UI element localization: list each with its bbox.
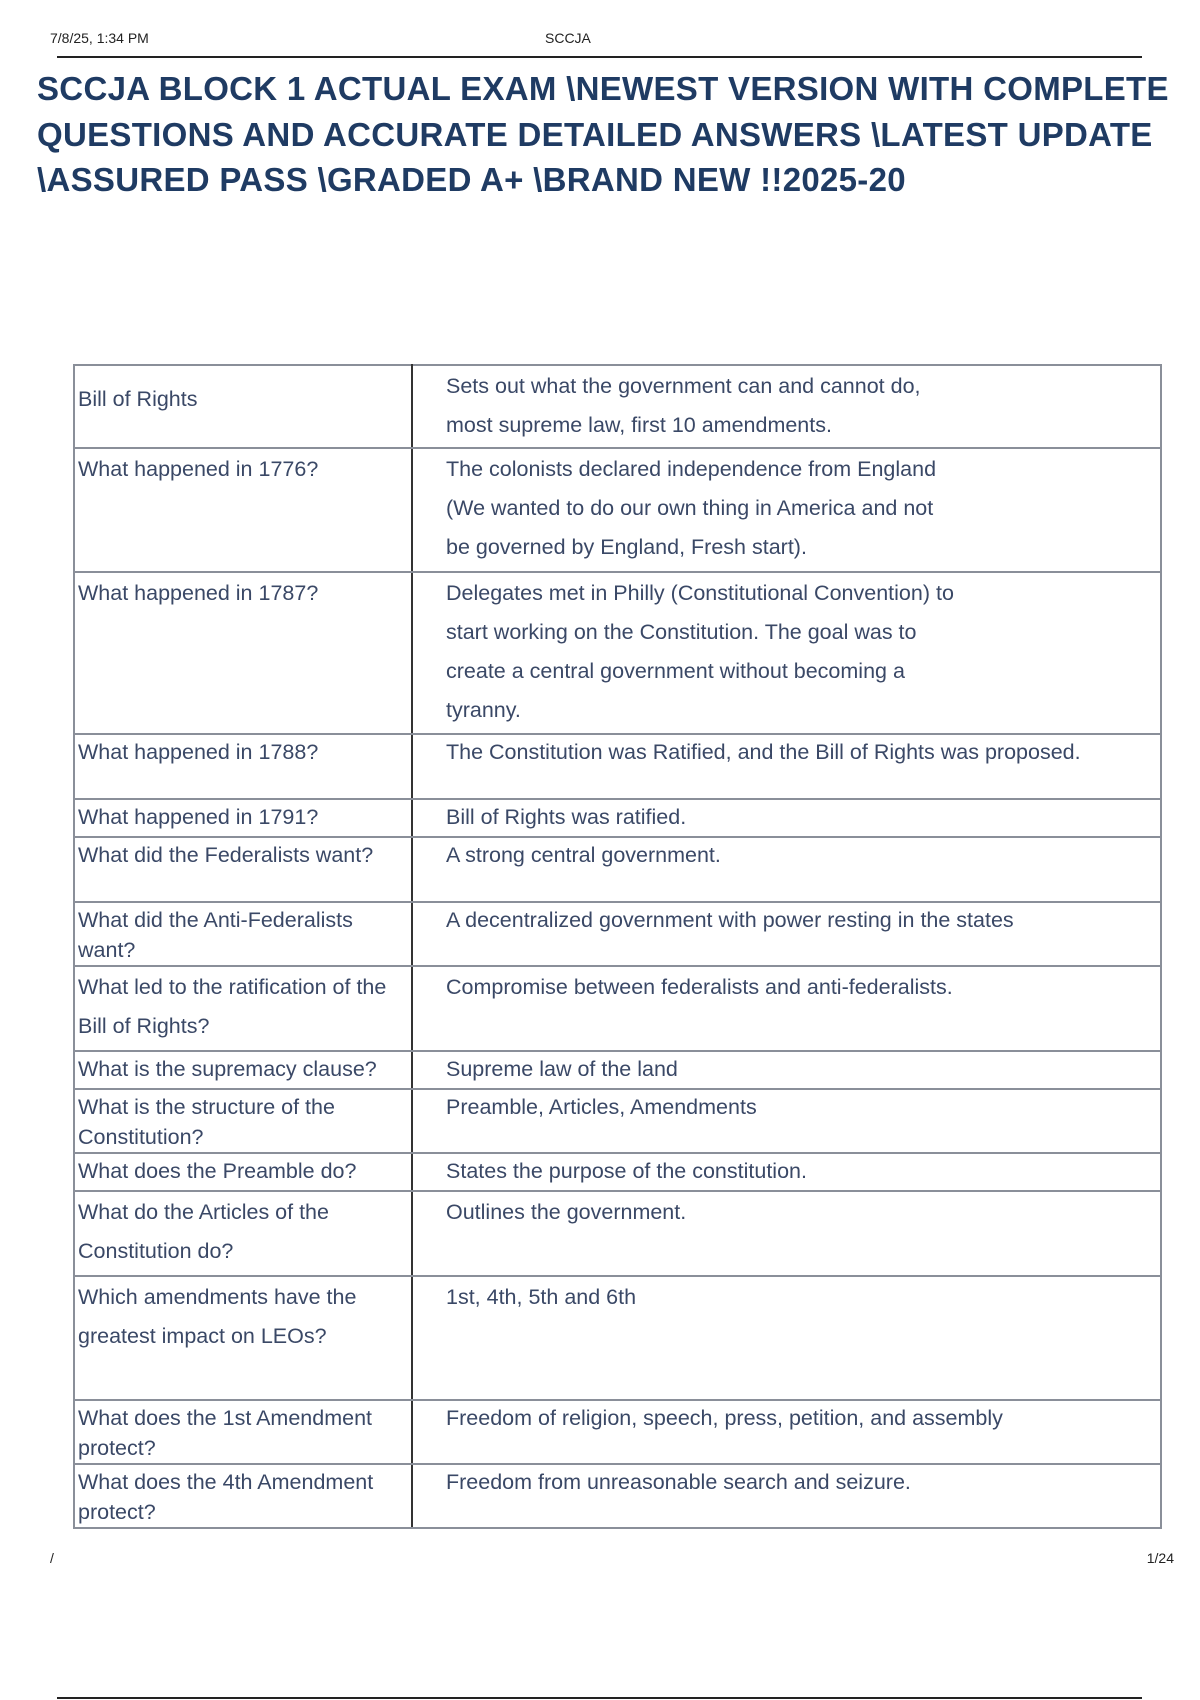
answer-cell: Supreme law of the land (412, 1050, 1161, 1090)
answer-cell: Freedom of religion, speech, press, peti… (412, 1399, 1161, 1465)
answer-cell: Outlines the government. (412, 1190, 1161, 1277)
question-cell: What happened in 1788? (74, 733, 413, 800)
question-cell: What is the structure of the Constitutio… (74, 1088, 413, 1154)
table-row: What does the 4th Amendment protect? Free… (74, 1463, 1161, 1529)
question-cell: What did the Federalists want? (74, 836, 413, 903)
question-cell: What did the Anti-Federalists want? (74, 901, 413, 967)
answer-cell: States the purpose of the constitution. (412, 1152, 1161, 1192)
table-row: What happened in 1776? The colonists decl… (74, 447, 1161, 573)
question-cell: Bill of Rights (74, 364, 413, 449)
answer-cell: Bill of Rights was ratified. (412, 798, 1161, 838)
print-datetime: 7/8/25, 1:34 PM (50, 30, 149, 46)
header-divider (57, 56, 1142, 58)
table-row: What happened in 1788? The Constitution w… (74, 733, 1161, 800)
table-row: What happened in 1787? Delegates met in P… (74, 571, 1161, 735)
footer-url: / (50, 1550, 54, 1566)
qa-table: Bill of Rights Sets out what the governme… (73, 364, 1162, 1529)
table-row: What did the Federalists want? A strong c… (74, 836, 1161, 903)
answer-cell: 1st, 4th, 5th and 6th (412, 1275, 1161, 1401)
question-cell: What does the 1st Amendment protect? (74, 1399, 413, 1465)
question-cell: What happened in 1776? (74, 447, 413, 573)
question-cell: Which amendments have the greatest impac… (74, 1275, 413, 1401)
table-row: What does the 1st Amendment protect? Free… (74, 1399, 1161, 1465)
question-cell: What happened in 1787? (74, 571, 413, 735)
table-row: What do the Articles of the Constitution… (74, 1190, 1161, 1277)
answer-cell: Delegates met in Philly (Constitutional … (412, 571, 1161, 735)
table-row: What led to the ratification of the Bill… (74, 965, 1161, 1052)
answer-cell: Preamble, Articles, Amendments (412, 1088, 1161, 1154)
question-cell: What does the Preamble do? (74, 1152, 413, 1192)
print-site-title: SCCJA (545, 30, 591, 46)
question-cell: What led to the ratification of the Bill… (74, 965, 413, 1052)
page-number: 1/24 (1146, 1550, 1174, 1566)
table-row: What does the Preamble do? States the pur… (74, 1152, 1161, 1192)
answer-cell: Sets out what the government can and can… (412, 364, 1161, 449)
question-cell: What is the supremacy clause? (74, 1050, 413, 1090)
table-row: Bill of Rights Sets out what the governme… (74, 364, 1161, 449)
answer-cell: A strong central government. (412, 836, 1161, 903)
answer-cell: A decentralized government with power re… (412, 901, 1161, 967)
document-title: SCCJA BLOCK 1 ACTUAL EXAM \NEWEST VERSIO… (37, 70, 1169, 198)
question-cell: What happened in 1791? (74, 798, 413, 838)
answer-cell: Freedom from unreasonable search and sei… (412, 1463, 1161, 1529)
question-cell: What do the Articles of the Constitution… (74, 1190, 413, 1277)
table-row: What is the structure of the Constitutio… (74, 1088, 1161, 1154)
table-row: Which amendments have the greatest impac… (74, 1275, 1161, 1401)
footer-divider (57, 1697, 1142, 1699)
answer-cell: The colonists declared independence from… (412, 447, 1161, 573)
answer-cell: The Constitution was Ratified, and the B… (412, 733, 1161, 800)
question-cell: What does the 4th Amendment protect? (74, 1463, 413, 1529)
table-row: What did the Anti-Federalists want? A dec… (74, 901, 1161, 967)
table-row: What happened in 1791? Bill of Rights was… (74, 798, 1161, 838)
table-row: What is the supremacy clause? Supreme law… (74, 1050, 1161, 1090)
answer-cell: Compromise between federalists and anti-… (412, 965, 1161, 1052)
